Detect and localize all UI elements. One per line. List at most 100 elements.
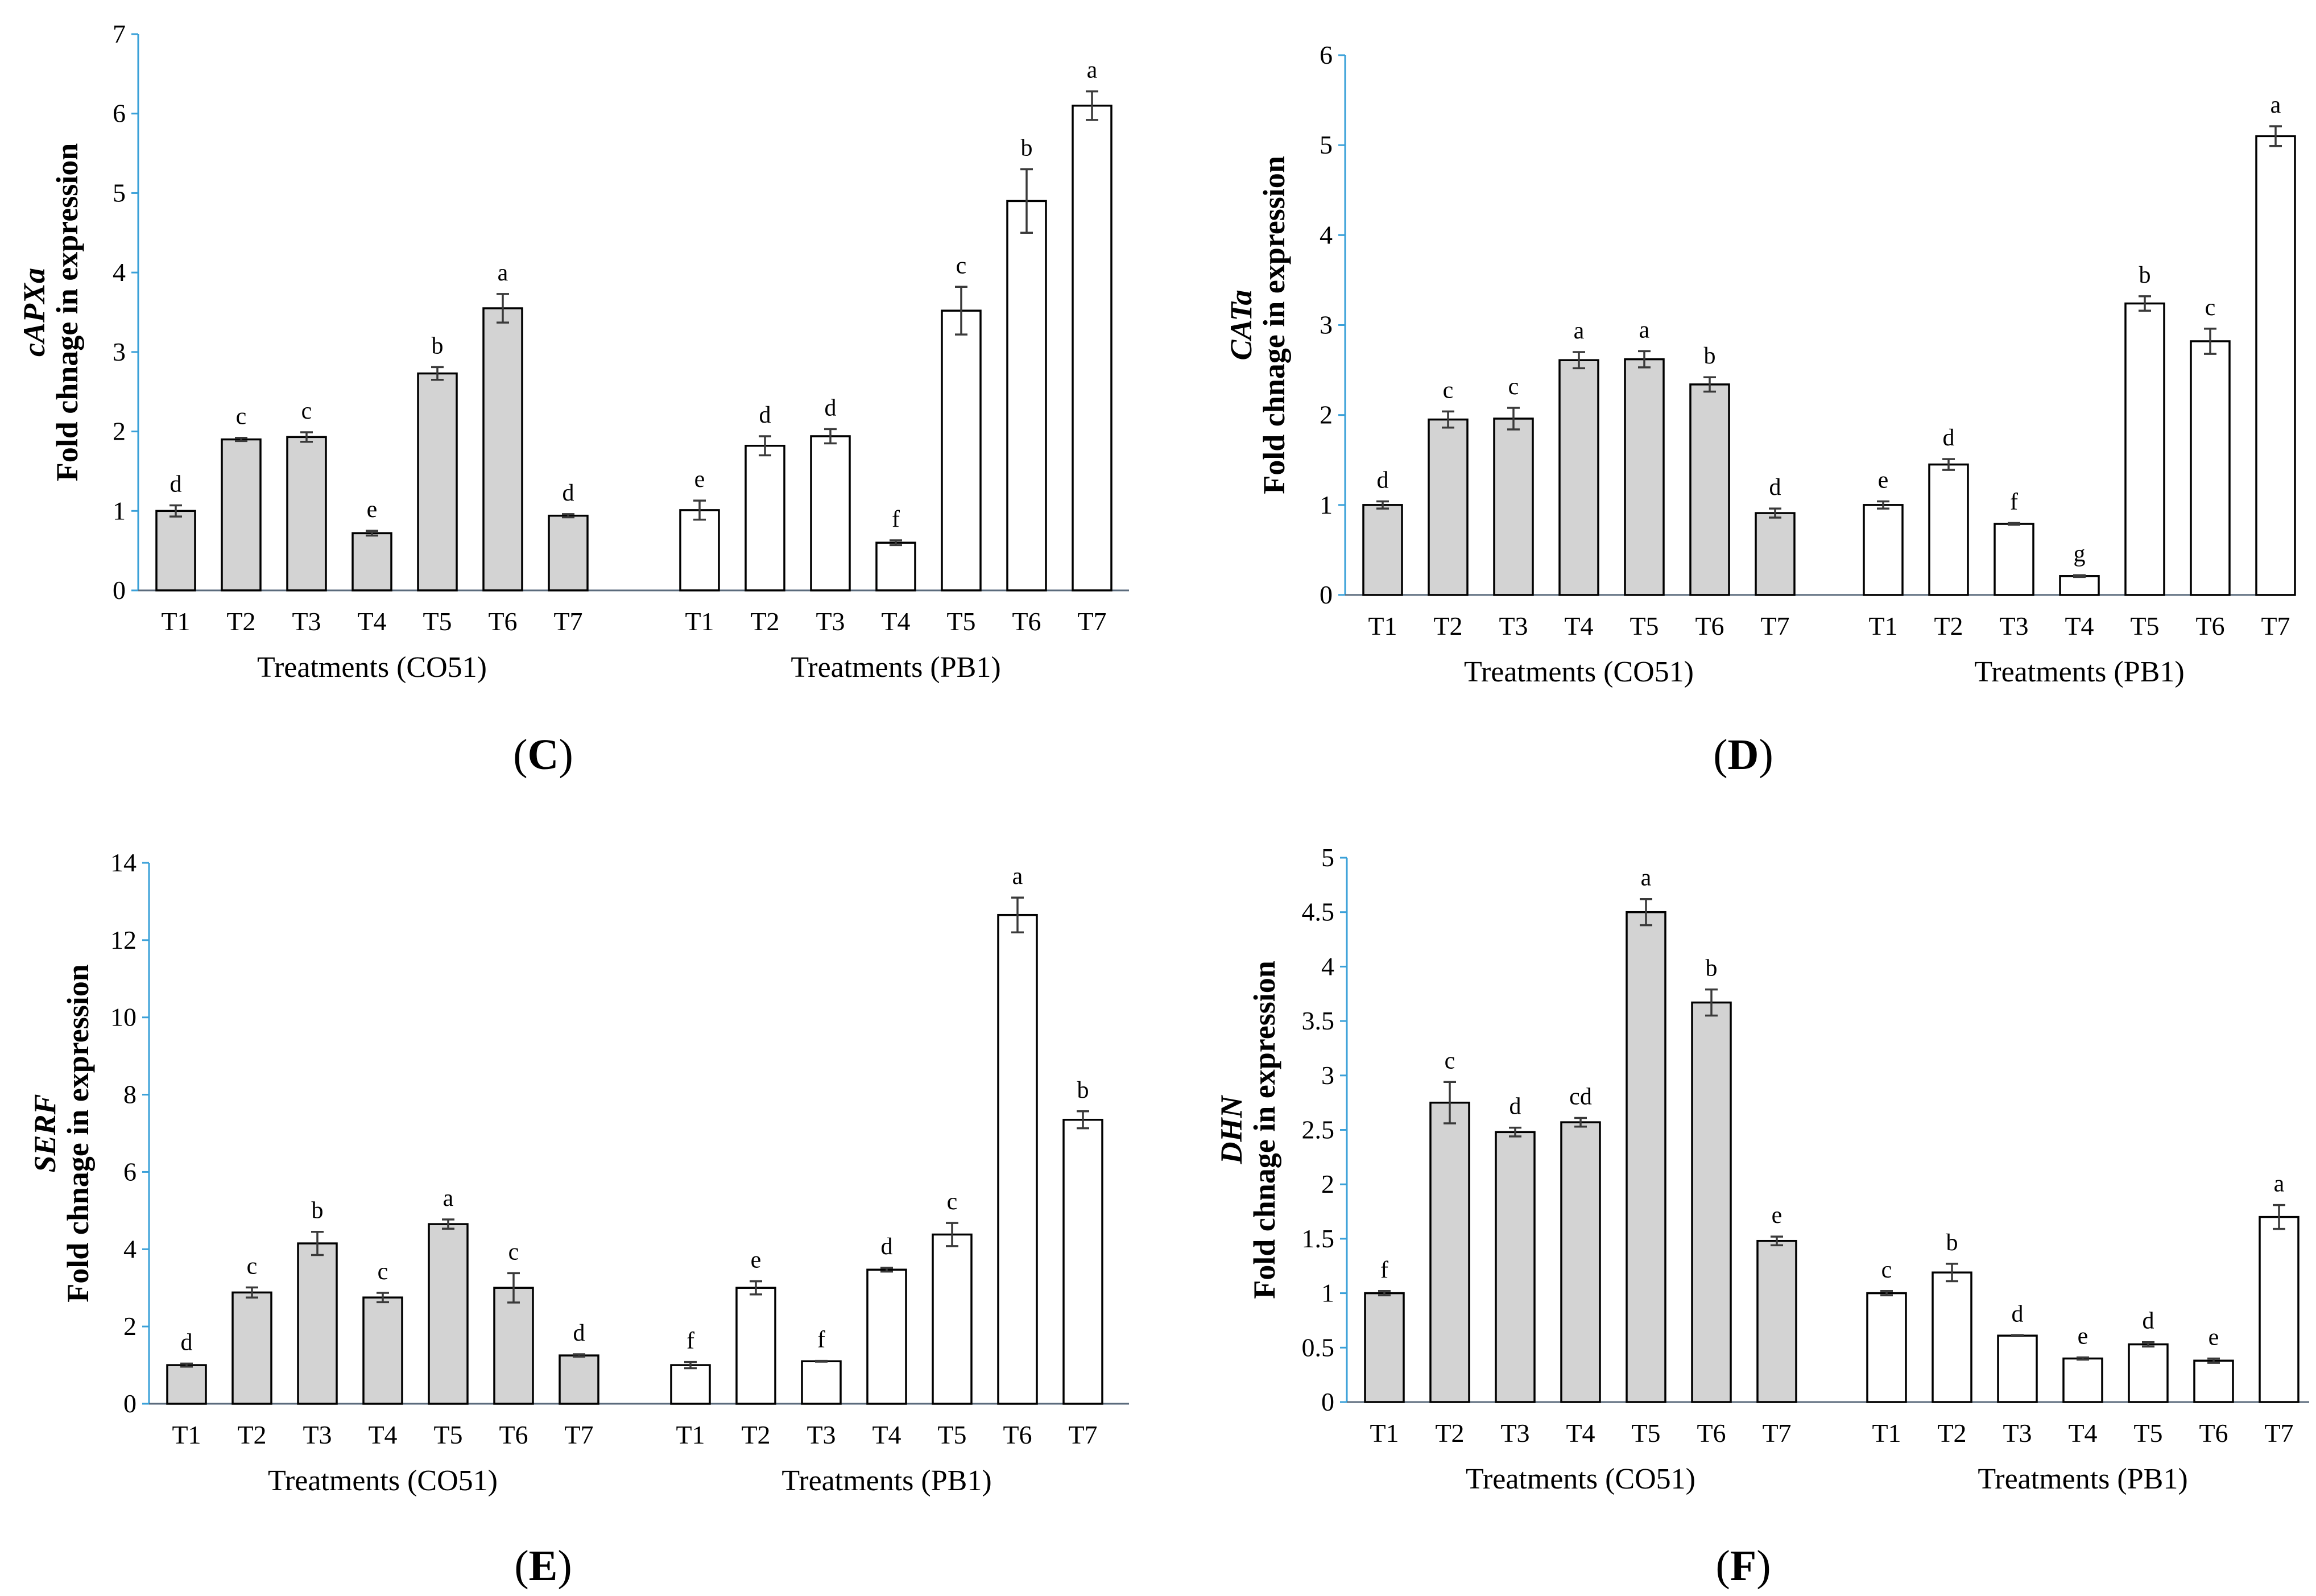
y-tick-label: 1.5 xyxy=(1302,1224,1335,1253)
significance-letter: c xyxy=(1445,1048,1455,1074)
significance-letter: c xyxy=(947,1189,958,1215)
bar-CATa-pb1-T2 xyxy=(1928,463,1969,596)
bar-SERF-co51-T3 xyxy=(297,1242,338,1405)
significance-letter: c xyxy=(236,404,247,430)
bar-SERF-pb1-T1 xyxy=(670,1364,711,1405)
y-axis-title-gene: cAPXa xyxy=(17,268,51,357)
y-axis-title-gene: DHN xyxy=(1214,1095,1248,1165)
x-tick-label: T4 xyxy=(881,607,910,636)
bar-DHN-pb1-T6 xyxy=(2193,1359,2234,1403)
x-tick-label: T6 xyxy=(1697,1419,1726,1448)
significance-letter: cd xyxy=(1569,1084,1592,1110)
y-tick-label: 14 xyxy=(110,848,137,877)
y-tick-label: 2 xyxy=(1321,1169,1334,1198)
significance-letter: a xyxy=(1087,57,1098,84)
y-tick-label: 2.5 xyxy=(1302,1115,1335,1144)
y-tick-label: 6 xyxy=(123,1157,137,1186)
bar-cAPXa-pb1-T3 xyxy=(810,435,851,592)
significance-letter: a xyxy=(443,1185,454,1212)
bar-SERF-pb1-T7 xyxy=(1062,1118,1103,1405)
y-tick-label: 2 xyxy=(113,417,126,446)
y-tick-label: 5 xyxy=(1321,843,1334,872)
bar-DHN-co51-T7 xyxy=(1756,1239,1797,1403)
x-tick-label: T5 xyxy=(1630,611,1659,640)
x-tick-label: T3 xyxy=(1500,1419,1529,1448)
x-tick-label: T1 xyxy=(172,1420,201,1449)
significance-letter: d xyxy=(170,472,182,498)
significance-letter: d xyxy=(2012,1301,2024,1327)
significance-letter: c xyxy=(2205,295,2216,321)
significance-letter: d xyxy=(573,1320,585,1346)
bar-SERF-co51-T5 xyxy=(428,1223,469,1405)
significance-letter: d xyxy=(759,402,771,428)
x-tick-label: T5 xyxy=(433,1420,462,1449)
x-tick-label: T6 xyxy=(1695,611,1724,640)
x-tick-label: T3 xyxy=(1999,611,2028,640)
significance-letter: e xyxy=(367,497,378,523)
significance-letter: c xyxy=(508,1239,519,1265)
bar-DHN-co51-T1 xyxy=(1364,1292,1405,1403)
bar-cAPXa-co51-T5 xyxy=(417,372,458,592)
significance-letter: d xyxy=(881,1234,893,1260)
significance-letter: c xyxy=(956,253,967,279)
x-tick-label: T3 xyxy=(2003,1419,2032,1448)
bar-DHN-pb1-T2 xyxy=(1932,1271,1972,1403)
bar-cAPXa-pb1-T6 xyxy=(1006,200,1047,592)
x-tick-label: T6 xyxy=(488,607,517,636)
significance-letter: f xyxy=(817,1327,825,1353)
significance-letter: c xyxy=(247,1254,258,1280)
bar-DHN-co51-T3 xyxy=(1495,1131,1536,1403)
bar-DHN-pb1-T1 xyxy=(1866,1292,1907,1403)
x-tick-label: T5 xyxy=(1631,1419,1660,1448)
bar-CATa-co51-T4 xyxy=(1558,359,1599,596)
panel-label: (C) xyxy=(513,731,573,779)
group-label: Treatments (CO51) xyxy=(257,651,487,684)
bar-DHN-co51-T2 xyxy=(1429,1101,1470,1403)
x-tick-label: T4 xyxy=(2068,1419,2097,1448)
x-tick-label: T1 xyxy=(1868,611,1897,640)
significance-letter: f xyxy=(686,1328,694,1354)
x-tick-label: T2 xyxy=(741,1420,770,1449)
bar-DHN-co51-T4 xyxy=(1560,1121,1601,1403)
significance-letter: e xyxy=(694,466,705,493)
bar-DHN-pb1-T3 xyxy=(1997,1334,2038,1403)
y-tick-label: 3 xyxy=(1320,311,1333,340)
bar-SERF-pb1-T4 xyxy=(866,1268,907,1405)
x-tick-label: T2 xyxy=(1937,1419,1966,1448)
bar-SERF-pb1-T2 xyxy=(735,1287,776,1405)
significance-letter: a xyxy=(1641,865,1652,891)
y-tick-label: 12 xyxy=(110,925,137,954)
x-tick-label: T5 xyxy=(2133,1419,2162,1448)
group-label: Treatments (PB1) xyxy=(1974,656,2184,688)
x-tick-label: T4 xyxy=(357,607,386,636)
significance-letter: e xyxy=(2078,1324,2088,1350)
y-tick-label: 0.5 xyxy=(1302,1333,1335,1362)
group-label: Treatments (PB1) xyxy=(1978,1463,2187,1495)
x-tick-label: T2 xyxy=(1435,1419,1464,1448)
bar-CATa-co51-T6 xyxy=(1689,383,1730,596)
x-tick-label: T6 xyxy=(2199,1419,2228,1448)
bar-SERF-co51-T7 xyxy=(559,1354,599,1405)
significance-letter: b xyxy=(312,1198,324,1224)
x-tick-label: T5 xyxy=(2130,611,2159,640)
bar-CATa-pb1-T6 xyxy=(2190,340,2231,596)
bar-SERF-co51-T6 xyxy=(493,1287,534,1405)
x-tick-label: T5 xyxy=(946,607,975,636)
y-tick-label: 3 xyxy=(113,337,126,366)
bar-cAPXa-pb1-T5 xyxy=(941,309,982,592)
significance-letter: b xyxy=(1077,1077,1089,1103)
x-tick-label: T5 xyxy=(423,607,452,636)
significance-letter: d xyxy=(1943,425,1955,451)
x-tick-label: T6 xyxy=(1012,607,1041,636)
y-tick-label: 3 xyxy=(1321,1061,1334,1090)
x-tick-label: T7 xyxy=(2261,611,2290,640)
x-tick-label: T2 xyxy=(1934,611,1963,640)
x-tick-label: T7 xyxy=(553,607,582,636)
y-axis-title: Fold chnage in expression xyxy=(1247,961,1281,1299)
y-tick-label: 1 xyxy=(1320,490,1333,519)
significance-letter: a xyxy=(1639,317,1650,343)
y-tick-label: 4 xyxy=(123,1234,137,1263)
x-tick-label: T3 xyxy=(1499,611,1528,640)
